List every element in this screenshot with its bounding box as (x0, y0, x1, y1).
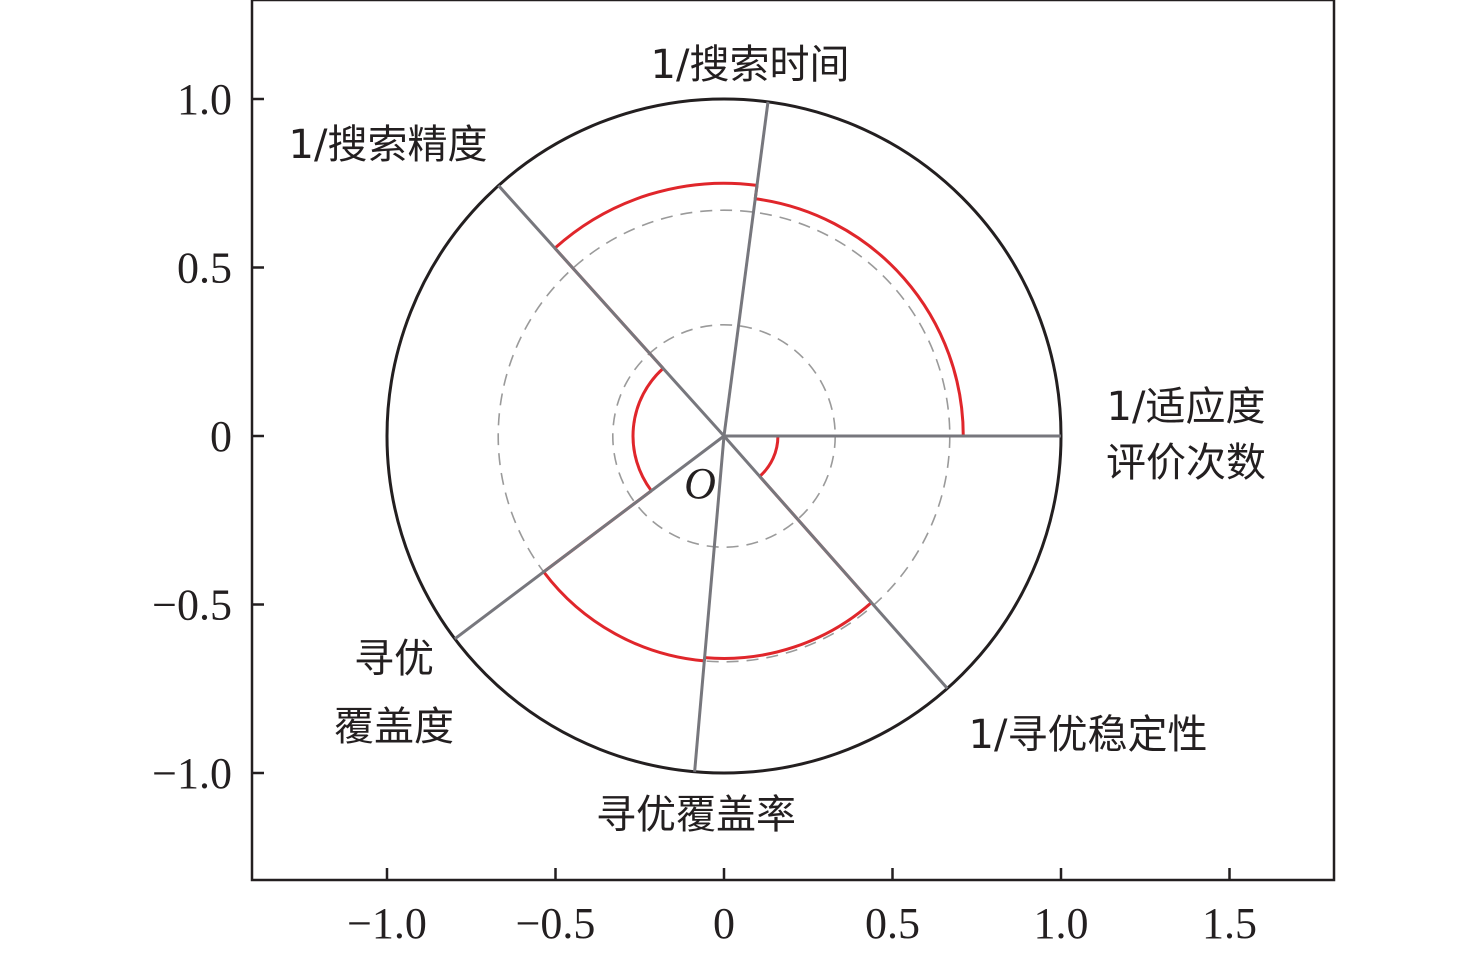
sector-label-4-line-1: 寻优 (354, 636, 434, 682)
value-arc-6 (758, 435, 780, 478)
sector-label-6-line-1: 1/寻优稳定性 (969, 712, 1208, 758)
sector-label-1-line-1: 1/适应度 (1107, 384, 1266, 430)
x-tick-label-2: −0.5 (516, 899, 596, 948)
x-tick-label-1: −1.0 (347, 899, 427, 948)
value-arc-2 (553, 181, 758, 250)
x-tick-label-6: 1.5 (1202, 899, 1257, 948)
spoke-3 (497, 184, 726, 438)
sector-label-1-line-2: 评价次数 (1106, 440, 1266, 486)
sector-label-5-line-1: 寻优覆盖率 (596, 792, 796, 838)
value-arcs (542, 181, 965, 663)
sector-label-2-line-1: 1/搜索时间 (651, 42, 850, 88)
value-arc-1 (755, 197, 965, 437)
sector-label-3-line-1: 1/搜索精度 (289, 122, 488, 168)
spoke-4 (453, 434, 725, 641)
value-arc-3 (631, 367, 665, 492)
value-arc-4 (542, 570, 705, 663)
y-tick-label-2: 0.5 (177, 244, 232, 293)
y-tick-label-4: −0.5 (152, 581, 232, 630)
x-axis-ticks: −1.0 −0.5 0 0.5 1.0 1.5 (347, 868, 1257, 948)
spoke-2 (722, 101, 770, 437)
x-tick-label-4: 0.5 (865, 899, 920, 948)
x-tick-label-3: 0 (713, 899, 735, 948)
spoke-6 (722, 435, 949, 690)
y-axis-ticks: 1.0 0.5 0 −0.5 −1.0 (152, 75, 264, 798)
y-tick-label-5: −1.0 (152, 749, 232, 798)
spokes (453, 101, 1061, 772)
y-tick-label-1: 1.0 (177, 75, 232, 124)
spoke-5 (693, 435, 726, 772)
x-tick-label-5: 1.0 (1034, 899, 1089, 948)
origin-label: O (684, 459, 716, 508)
plot-frame (250, 0, 1336, 882)
y-tick-label-3: 0 (210, 412, 232, 461)
value-arc-5 (704, 601, 873, 660)
sector-label-4-line-2: 覆盖度 (334, 704, 454, 750)
